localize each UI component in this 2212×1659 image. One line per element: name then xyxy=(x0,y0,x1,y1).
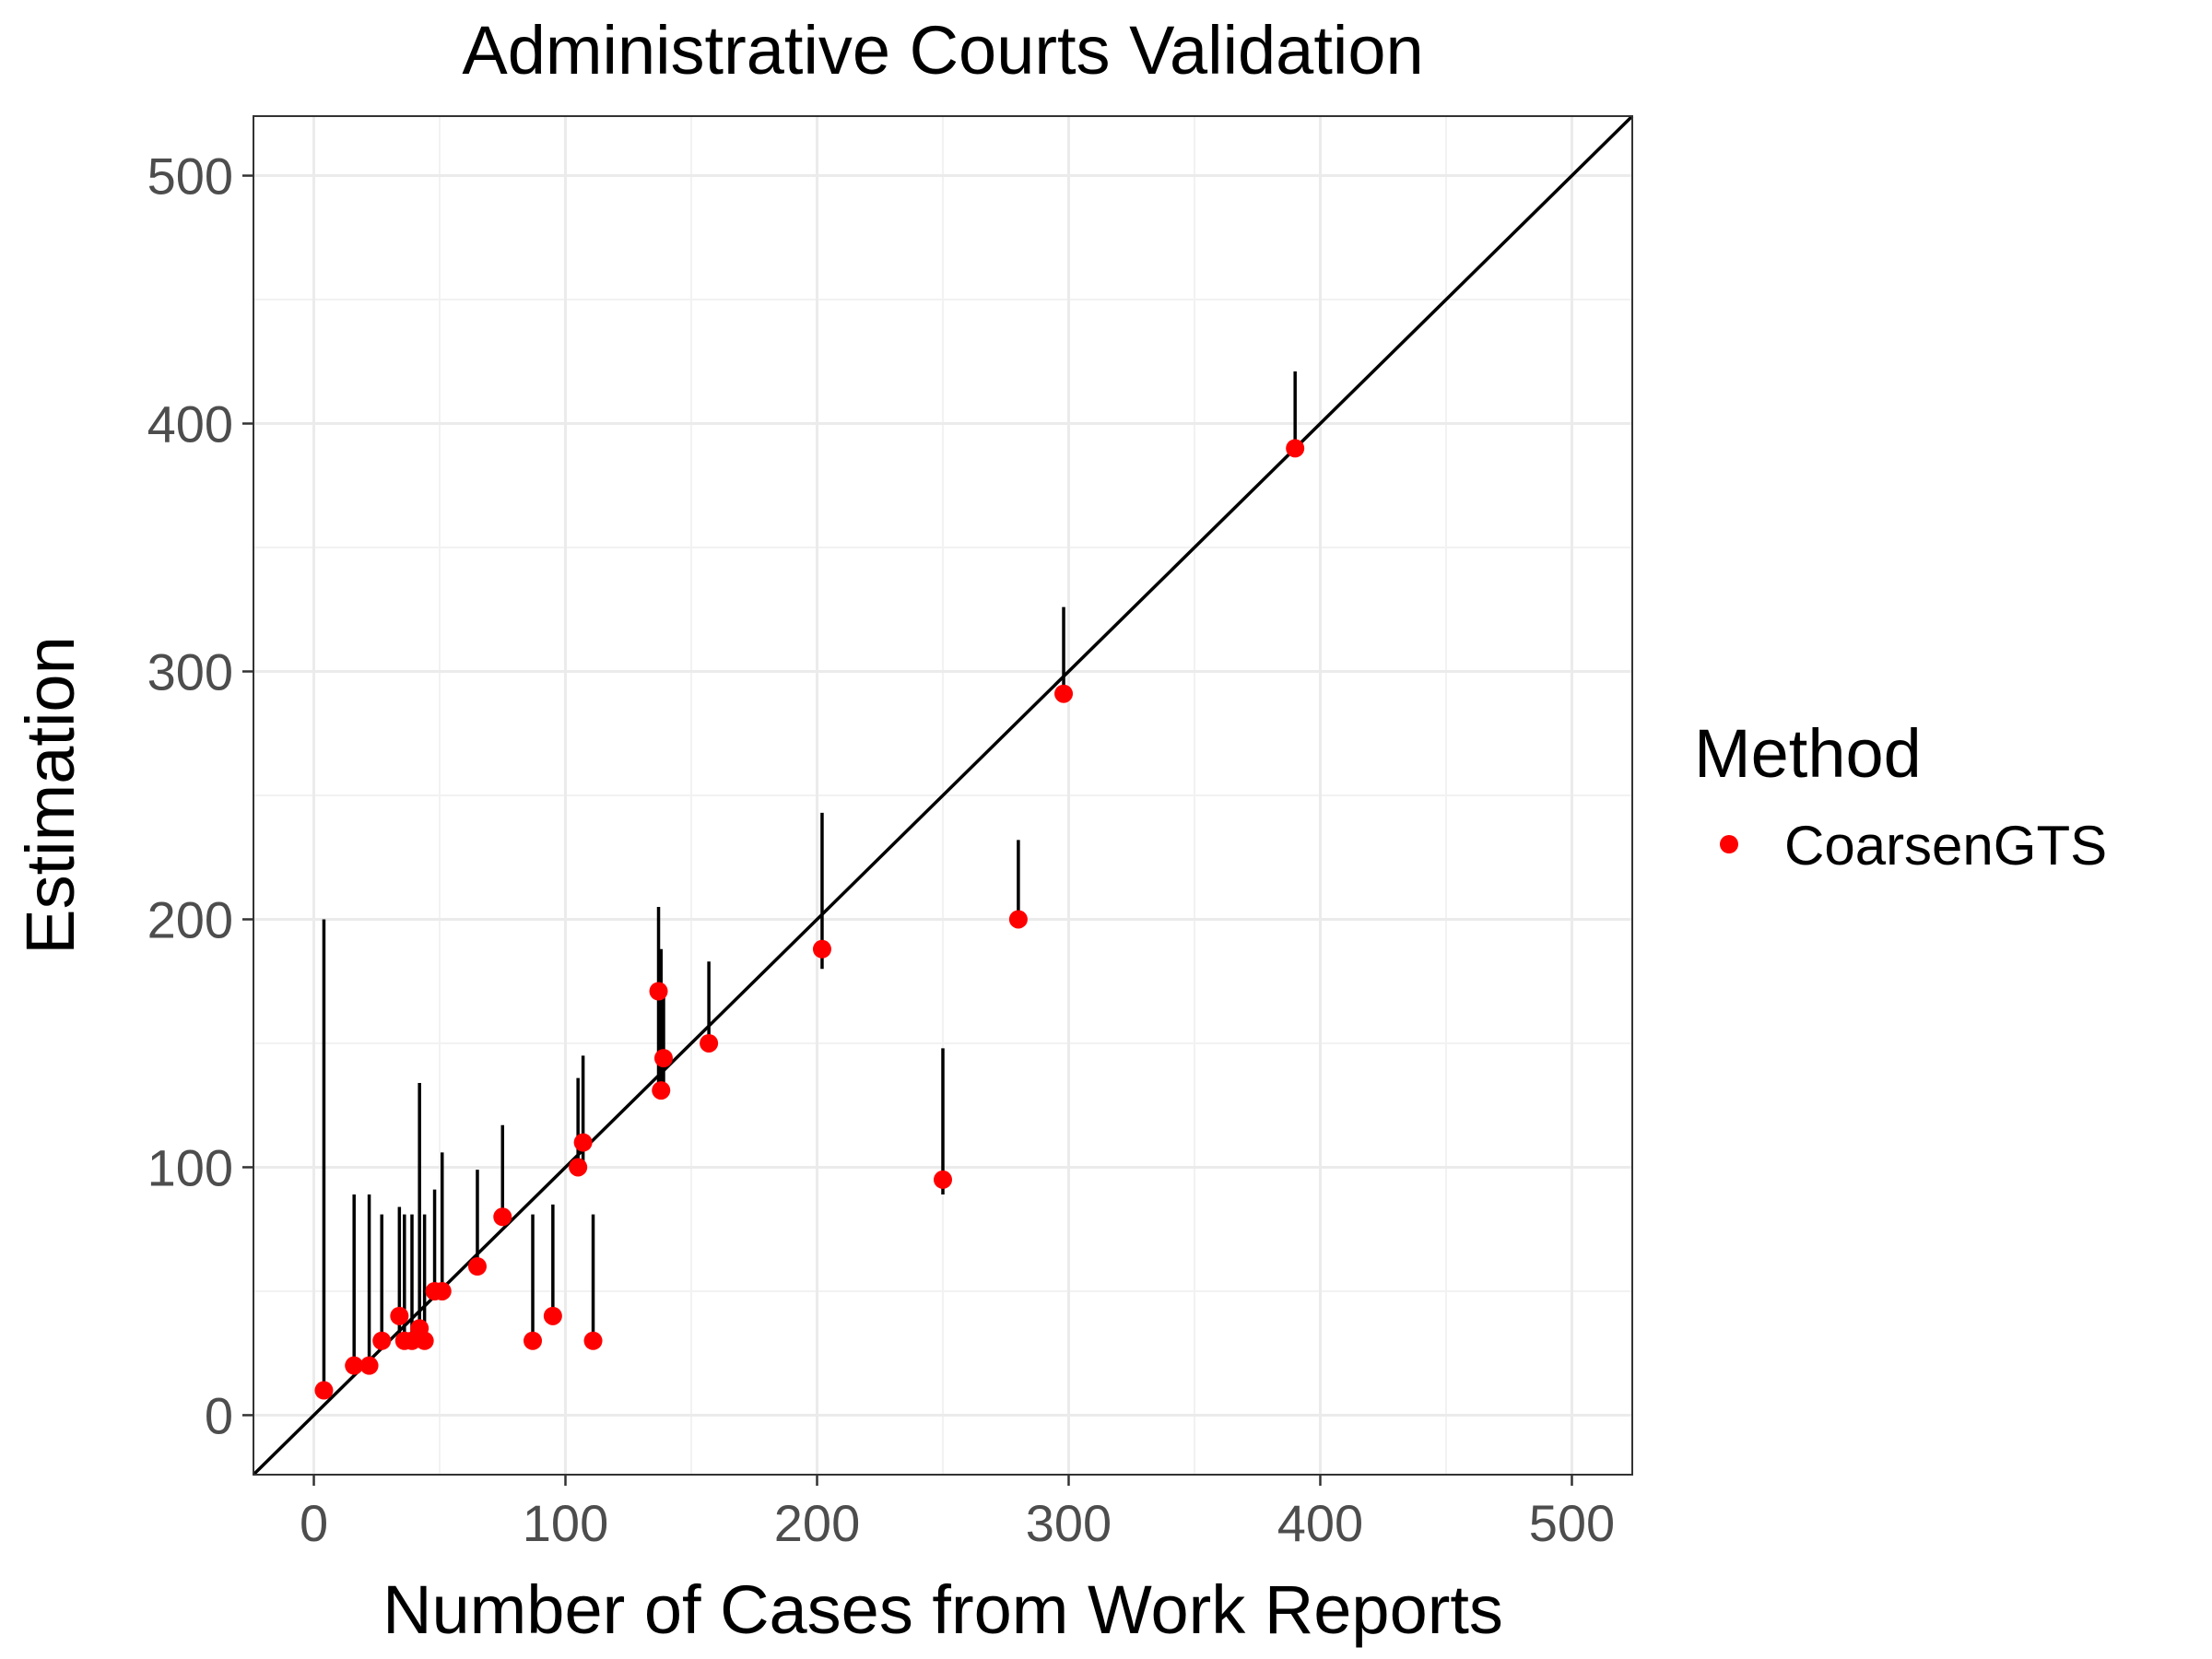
legend-label-coarsengts: CoarsenGTS xyxy=(1784,815,2107,877)
data-point xyxy=(432,1281,452,1300)
x-tick-label: 0 xyxy=(300,1494,328,1552)
y-tick-label: 100 xyxy=(147,1138,233,1196)
y-tick-label: 400 xyxy=(147,395,233,453)
x-tick-label: 500 xyxy=(1529,1494,1615,1552)
data-point xyxy=(543,1306,562,1325)
y-tick-label: 200 xyxy=(147,890,233,948)
axes: 0 100 200 300 400 500 0 100 200 300 400 500 xyxy=(147,147,1616,1552)
data-point xyxy=(372,1331,392,1350)
x-tick-label: 200 xyxy=(774,1494,860,1552)
legend-key-coarsengts xyxy=(1720,835,1738,853)
plot-area xyxy=(252,114,1634,1477)
data-point xyxy=(652,1081,671,1100)
data-point xyxy=(390,1306,409,1325)
reference-line-y-equals-x xyxy=(252,114,1634,1477)
data-point xyxy=(569,1158,588,1177)
data-point xyxy=(1054,684,1074,703)
data-point xyxy=(812,939,831,959)
data-point xyxy=(415,1331,434,1350)
data-point xyxy=(934,1170,952,1189)
data-point xyxy=(1008,910,1028,929)
y-tick-label: 300 xyxy=(147,643,233,701)
data-point xyxy=(583,1331,603,1350)
legend-title: Method xyxy=(1694,715,1922,792)
x-axis-title: Number of Cases from Work Reports xyxy=(382,1571,1503,1648)
x-tick-label: 400 xyxy=(1277,1494,1363,1552)
data-point xyxy=(314,1381,334,1400)
data-point xyxy=(359,1356,379,1375)
x-tick-label: 300 xyxy=(1026,1494,1112,1552)
x-tick-label: 100 xyxy=(523,1494,608,1552)
data-point xyxy=(649,982,668,1001)
data-point xyxy=(345,1356,364,1375)
y-tick-label: 0 xyxy=(205,1386,233,1444)
legend: Method CoarsenGTS xyxy=(1694,715,2107,877)
data-point xyxy=(1286,439,1305,458)
chart-title: Administrative Courts Validation xyxy=(462,12,1423,88)
y-tick-label: 500 xyxy=(147,147,233,206)
data-point xyxy=(573,1133,593,1152)
data-point xyxy=(493,1207,512,1227)
data-point xyxy=(524,1331,543,1350)
data-point xyxy=(653,1049,673,1068)
y-axis-title: Estimation xyxy=(12,636,88,954)
data-point xyxy=(467,1257,487,1277)
plot-panel-border xyxy=(253,115,1633,1476)
data-point xyxy=(700,1033,719,1053)
